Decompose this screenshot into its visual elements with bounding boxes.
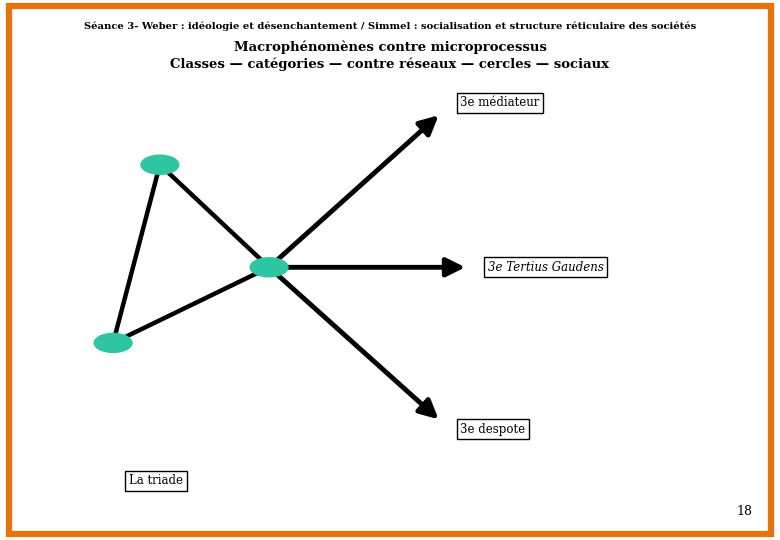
Text: Macrophénomènes contre microprocessus: Macrophénomènes contre microprocessus — [233, 40, 547, 54]
Text: 3e Tertius Gaudens: 3e Tertius Gaudens — [488, 261, 604, 274]
Text: Séance 3- Weber : idéologie et désenchantement / Simmel : socialisation et struc: Séance 3- Weber : idéologie et désenchan… — [84, 22, 696, 31]
Text: Classes — catégories — contre réseaux — cercles — sociaux: Classes — catégories — contre réseaux — … — [171, 58, 609, 71]
Ellipse shape — [250, 258, 288, 277]
Text: 18: 18 — [736, 505, 753, 518]
Text: La triade: La triade — [129, 474, 183, 487]
Ellipse shape — [141, 155, 179, 174]
Ellipse shape — [94, 333, 132, 353]
Text: 3e médiateur: 3e médiateur — [460, 96, 540, 109]
Text: 3e despote: 3e despote — [460, 423, 525, 436]
